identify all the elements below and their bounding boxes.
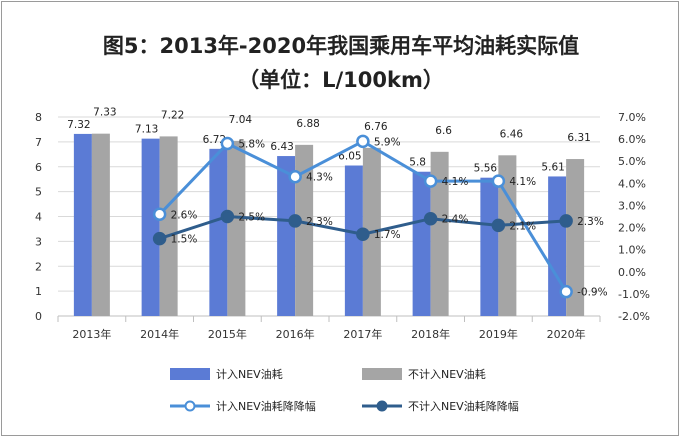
line-point-marker [559, 284, 573, 299]
bar [430, 151, 449, 316]
y-right-tick-label: 6.0% [618, 133, 646, 146]
y-right-tick-label: 3.0% [618, 199, 646, 212]
x-tick-label: 2019年 [479, 327, 518, 341]
legend-label: 计入NEV油耗降降幅 [216, 399, 316, 413]
line-point-marker [423, 211, 438, 226]
bar-value-label: 7.04 [229, 114, 253, 126]
y-left-tick-label: 8 [35, 111, 42, 124]
y-left-tick-label: 4 [35, 211, 42, 224]
legend-swatch [170, 368, 210, 380]
y-right-tick-label: -1.0% [618, 288, 650, 301]
line-value-label: 2.4% [442, 214, 469, 226]
line-point-marker [356, 227, 370, 241]
line-point-marker [423, 174, 438, 188]
bar-value-label: 6.76 [364, 121, 388, 133]
line-point-marker [491, 218, 506, 233]
bar-value-label: 7.32 [67, 119, 90, 131]
bar-value-label: 6.43 [270, 141, 293, 153]
bar-value-label: 6.31 [567, 132, 590, 144]
bar [548, 176, 567, 316]
line-value-label: -0.9% [577, 287, 607, 299]
bar [412, 171, 431, 316]
line-point-marker [288, 169, 302, 184]
x-tick-label: 2020年 [547, 327, 586, 341]
bar [498, 155, 517, 316]
y-left-tick-label: 0 [35, 310, 42, 323]
y-left-tick-label: 7 [35, 136, 42, 149]
line-value-label: 2.3% [306, 216, 333, 228]
x-tick-label: 2018年 [411, 327, 450, 341]
bar [141, 138, 160, 316]
legend-marker [184, 400, 196, 412]
bar-value-label: 6.6 [435, 125, 452, 137]
line-value-label: 5.9% [374, 136, 401, 148]
y-right-tick-label: 5.0% [618, 155, 646, 168]
line-value-label: 2.6% [171, 209, 198, 221]
bar [295, 144, 314, 316]
line-value-label: 2.1% [509, 220, 536, 232]
bar-value-label: 6.88 [296, 118, 319, 130]
legend-label: 不计入NEV油耗降降幅 [408, 399, 519, 413]
y-left-tick-label: 1 [35, 285, 42, 298]
y-right-tick-label: -2.0% [618, 310, 650, 323]
y-right-tick-label: 7.0% [618, 111, 646, 124]
x-tick-label: 2013年 [72, 327, 111, 341]
legend-label: 计入NEV油耗 [216, 367, 283, 381]
bar-value-label: 5.56 [474, 163, 498, 175]
line-point-marker [559, 214, 573, 228]
bar-value-label: 7.13 [135, 124, 158, 136]
bar-value-label: 7.33 [93, 107, 116, 119]
line-value-label: 4.3% [306, 172, 333, 184]
legend-swatch [362, 368, 402, 380]
y-left-tick-label: 6 [35, 161, 42, 174]
y-right-tick-label: 1.0% [618, 244, 646, 257]
bar [277, 156, 296, 316]
line-value-label: 1.5% [171, 234, 198, 246]
bar [159, 136, 178, 316]
x-tick-label: 2016年 [276, 327, 315, 341]
line-point-marker [220, 136, 235, 151]
x-tick-label: 2017年 [343, 327, 382, 341]
bar-value-label: 5.8 [409, 157, 426, 169]
bar [566, 159, 585, 316]
bar [209, 148, 228, 316]
line-point-marker [288, 214, 302, 228]
line-point-marker [491, 174, 506, 188]
y-right-tick-label: 2.0% [618, 222, 646, 235]
line-value-label: 4.1% [509, 176, 536, 188]
bar [91, 133, 110, 316]
bar [344, 165, 363, 316]
line-point-marker [220, 209, 235, 224]
y-left-tick-label: 2 [35, 260, 42, 273]
bar-value-label: 6.05 [338, 151, 361, 163]
bar [480, 177, 499, 316]
chart-title: 图5：2013年-2020年我国乘用车平均油耗实际值 [102, 34, 580, 58]
bar-value-label: 7.22 [161, 109, 184, 121]
legend-marker [376, 400, 388, 412]
y-left-tick-label: 5 [35, 186, 42, 199]
y-right-tick-label: 4.0% [618, 177, 646, 190]
bar-value-label: 6.46 [500, 128, 524, 140]
line-value-label: 1.7% [374, 229, 401, 241]
line-point-marker [152, 207, 167, 222]
legend-label: 不计入NEV油耗 [408, 367, 486, 381]
line-value-label: 4.1% [442, 176, 469, 188]
y-right-tick-label: 0.0% [618, 266, 646, 279]
line-value-label: 5.8% [238, 139, 265, 151]
line-value-label: 2.3% [577, 216, 604, 228]
bar-value-label: 5.61 [541, 161, 564, 173]
line-point-marker [356, 134, 370, 149]
y-left-tick-label: 3 [35, 235, 42, 248]
bar [227, 140, 246, 316]
x-tick-label: 2015年 [208, 327, 247, 341]
bar [73, 133, 92, 316]
line-value-label: 2.5% [238, 212, 265, 224]
chart-unit-subtitle: （单位：L/100km） [238, 68, 444, 92]
line-point-marker [152, 231, 167, 246]
bar-value-label: 6.72 [203, 134, 226, 146]
x-tick-label: 2014年 [140, 327, 179, 341]
